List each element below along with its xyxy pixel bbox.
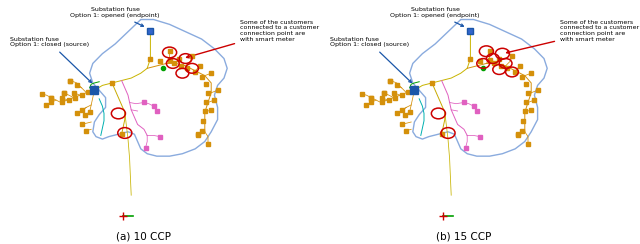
Text: (b) 15 CCP: (b) 15 CCP — [436, 232, 492, 242]
Text: Some of the customers
connected to a customer
connection point are
with smart me: Some of the customers connected to a cus… — [187, 20, 319, 58]
Text: (a) 10 CCP: (a) 10 CCP — [116, 232, 172, 242]
Text: Substation fuse
Option 1: closed (source): Substation fuse Option 1: closed (source… — [10, 37, 92, 82]
Text: Substation fuse
Option 1: closed (source): Substation fuse Option 1: closed (source… — [330, 37, 412, 82]
Text: Substation fuse
Option 1: opened (endpoint): Substation fuse Option 1: opened (endpoi… — [390, 7, 480, 26]
Text: Some of the customers
connected to a customer
connection point are
with smart me: Some of the customers connected to a cus… — [507, 20, 639, 53]
Text: Substation fuse
Option 1: opened (endpoint): Substation fuse Option 1: opened (endpoi… — [70, 7, 160, 26]
